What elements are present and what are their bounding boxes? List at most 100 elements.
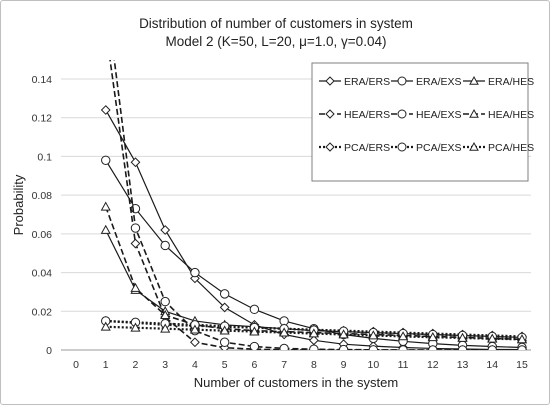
data-point: [279, 327, 290, 337]
legend-label: ERA/EXS: [416, 76, 462, 88]
data-point: [160, 323, 171, 333]
x-tick-label: 8: [311, 359, 317, 371]
data-point: [219, 325, 230, 335]
data-point: [100, 201, 111, 211]
data-point: [160, 309, 171, 320]
legend-label: PCA/EXS: [416, 142, 462, 154]
x-tick-label: 15: [516, 359, 528, 371]
data-point: [427, 331, 438, 342]
data-point: [219, 337, 230, 347]
x-tick-label: 7: [281, 359, 287, 371]
legend-item: ERA/ERS: [319, 76, 390, 88]
data-point: [160, 225, 171, 235]
legend: ERA/ERS ERA/EXS ERA/HES HEA/ERS HEA/EXS HEA/H…: [311, 62, 534, 182]
x-tick-label: 6: [251, 359, 257, 371]
x-tick-label: 10: [367, 359, 379, 371]
data-point: [487, 345, 497, 350]
x-tick-label: 4: [192, 359, 198, 371]
data-point: [160, 296, 170, 307]
chart-title-line-1: Distribution of number of customers in s…: [139, 16, 413, 31]
x-tick-label: 5: [222, 359, 228, 371]
data-point: [338, 329, 349, 339]
x-tick-label: 14: [486, 359, 498, 371]
legend-label: HEA/EXS: [416, 109, 462, 121]
legend-swatch-marker: [397, 109, 407, 119]
data-point: [219, 302, 230, 313]
data-point: [101, 155, 111, 166]
data-point: [398, 345, 408, 350]
data-point: [130, 322, 141, 332]
y-tick-label: 0.14: [32, 74, 53, 86]
data-point: [100, 321, 111, 331]
data-point: [130, 223, 141, 233]
data-point: [428, 345, 438, 350]
tick-labels: 00.020.040.060.080.10.120.140 1 2 3 4 5 6 7 8 9 10…: [32, 74, 528, 371]
legend-item: ERA/EXS: [391, 76, 462, 88]
chart-title-line-2: Model 2 (K=50, L=20, μ=1.0, γ=0.04): [166, 34, 387, 49]
data-point: [487, 333, 498, 343]
y-axis-title: Probability: [11, 174, 26, 235]
legend-swatch-marker: [469, 75, 479, 85]
data-point: [517, 345, 527, 350]
data-point: [338, 344, 349, 350]
data-point: [160, 240, 170, 251]
data-point: [130, 282, 141, 292]
y-tick-label: 0.12: [32, 113, 53, 125]
data-point: [457, 332, 468, 342]
x-tick-label: 1: [103, 359, 109, 371]
data-point: [189, 324, 200, 334]
data-point: [249, 304, 260, 315]
legend-label: PCA/ERS: [344, 142, 390, 154]
legend-swatch-marker: [469, 108, 479, 118]
x-tick-label: 13: [457, 359, 469, 371]
legend-box: [311, 62, 529, 182]
y-tick-label: 0.06: [32, 229, 53, 241]
data-point: [516, 334, 528, 344]
data-point: [100, 105, 111, 115]
legend-label: ERA/HES: [488, 76, 534, 88]
legend-item: ERA/HES: [463, 75, 534, 88]
legend-swatch-marker: [397, 142, 407, 152]
legend-swatch-marker: [325, 76, 335, 86]
data-point: [190, 337, 200, 348]
legend-item: PCA/EXS: [391, 142, 462, 154]
data-point: [308, 335, 319, 346]
y-tick-label: 0.02: [32, 306, 53, 318]
data-point: [249, 341, 260, 350]
x-axis-title: Number of customers in the system: [194, 375, 398, 390]
x-tick-label: 12: [427, 359, 439, 371]
legend-item: HEA/ERS: [319, 109, 390, 121]
legend-label: PCA/HES: [488, 142, 534, 154]
x-tick-label: 2: [133, 359, 139, 371]
legend-swatch-marker: [397, 76, 407, 86]
series-line: [104, 206, 523, 341]
legend-item: PCA/ERS: [319, 142, 390, 154]
data-point: [130, 238, 141, 249]
legend-swatch-marker: [469, 141, 479, 151]
series-era-ers: [100, 105, 527, 350]
legend-swatch-marker: [325, 142, 335, 152]
grid-lines: [61, 78, 531, 312]
legend-swatch-marker: [325, 109, 335, 119]
data-point: [368, 345, 379, 350]
data-point: [309, 344, 319, 350]
legend-label: HEA/HES: [488, 109, 534, 121]
data-point: [219, 289, 230, 299]
data-point: [279, 343, 289, 350]
legend-item: PCA/HES: [463, 141, 534, 154]
y-tick-label: 0.1: [37, 151, 52, 163]
data-point: [130, 157, 141, 168]
data-point: [249, 326, 260, 336]
legend-label: ERA/ERS: [344, 76, 390, 88]
x-tick-label: 11: [398, 359, 409, 371]
y-tick-label: 0: [46, 345, 52, 357]
data-point: [457, 345, 468, 350]
series-group: [100, 60, 528, 350]
y-tick-label: 0.04: [32, 268, 53, 280]
y-tick-label: 0.08: [32, 190, 53, 202]
legend-item: HEA/EXS: [391, 109, 462, 121]
data-point: [398, 331, 409, 341]
x-tick-label: 0: [73, 359, 79, 371]
